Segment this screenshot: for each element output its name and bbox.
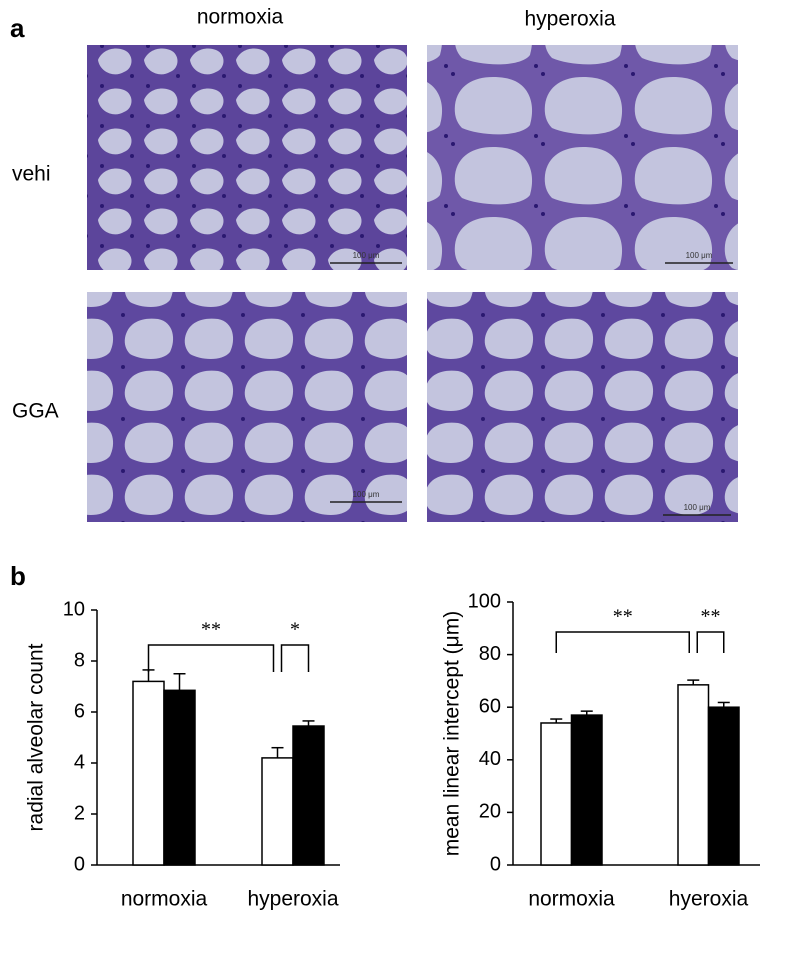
scale-bar-label: 100 μm — [353, 251, 380, 260]
bar — [292, 725, 325, 866]
bar — [261, 757, 294, 866]
y-tick-label: 40 — [479, 748, 501, 770]
x-tick-label: hyperoxia — [247, 888, 338, 911]
bar — [707, 706, 740, 866]
x-tick-label: normoxia — [528, 888, 615, 911]
y-tick-label: 100 — [468, 590, 501, 612]
significance-label: ** — [201, 619, 221, 641]
bar — [677, 684, 710, 866]
row-label: GGA — [12, 400, 59, 423]
significance-bracket — [147, 644, 275, 672]
bar — [570, 714, 603, 866]
significance-label: ** — [701, 606, 721, 628]
significance-bracket — [555, 631, 690, 653]
significance-label: ** — [613, 606, 633, 628]
panel-label: b — [10, 561, 26, 591]
micrograph — [427, 45, 738, 270]
y-tick-label: 20 — [479, 801, 501, 823]
scale-bar-label: 100 μm — [686, 251, 713, 260]
y-tick-label: 80 — [479, 643, 501, 665]
significance-label: * — [290, 619, 300, 641]
bar — [163, 689, 196, 866]
micrographs: 100 μm 100 μm 100 μm 100 μm — [87, 45, 738, 522]
bar — [132, 680, 165, 866]
y-tick-label: 8 — [74, 649, 85, 671]
micrograph — [427, 292, 738, 522]
y-tick-label: 6 — [74, 700, 85, 722]
y-axis-label: radial alveolar count — [25, 643, 48, 831]
y-tick-label: 2 — [74, 802, 85, 824]
y-tick-label: 60 — [479, 695, 501, 717]
x-tick-label: hyeroxia — [669, 888, 749, 911]
bar — [540, 722, 573, 866]
panel-label: a — [10, 13, 25, 43]
row-label: vehi — [12, 163, 51, 186]
scale-bar-label: 100 μm — [353, 490, 380, 499]
y-tick-label: 4 — [74, 751, 85, 773]
y-axis-label: mean linear intercept (μm) — [441, 611, 464, 857]
column-label: hyperoxia — [524, 8, 615, 31]
x-tick-label: normoxia — [121, 888, 208, 911]
scale-bar-label: 100 μm — [684, 503, 711, 512]
micrograph — [87, 45, 407, 270]
y-tick-label: 0 — [490, 853, 501, 875]
column-label: normoxia — [197, 6, 284, 29]
significance-bracket — [280, 644, 310, 672]
y-tick-label: 0 — [74, 853, 85, 875]
micrograph — [87, 292, 407, 522]
y-tick-label: 10 — [63, 598, 85, 620]
significance-bracket — [696, 631, 725, 653]
